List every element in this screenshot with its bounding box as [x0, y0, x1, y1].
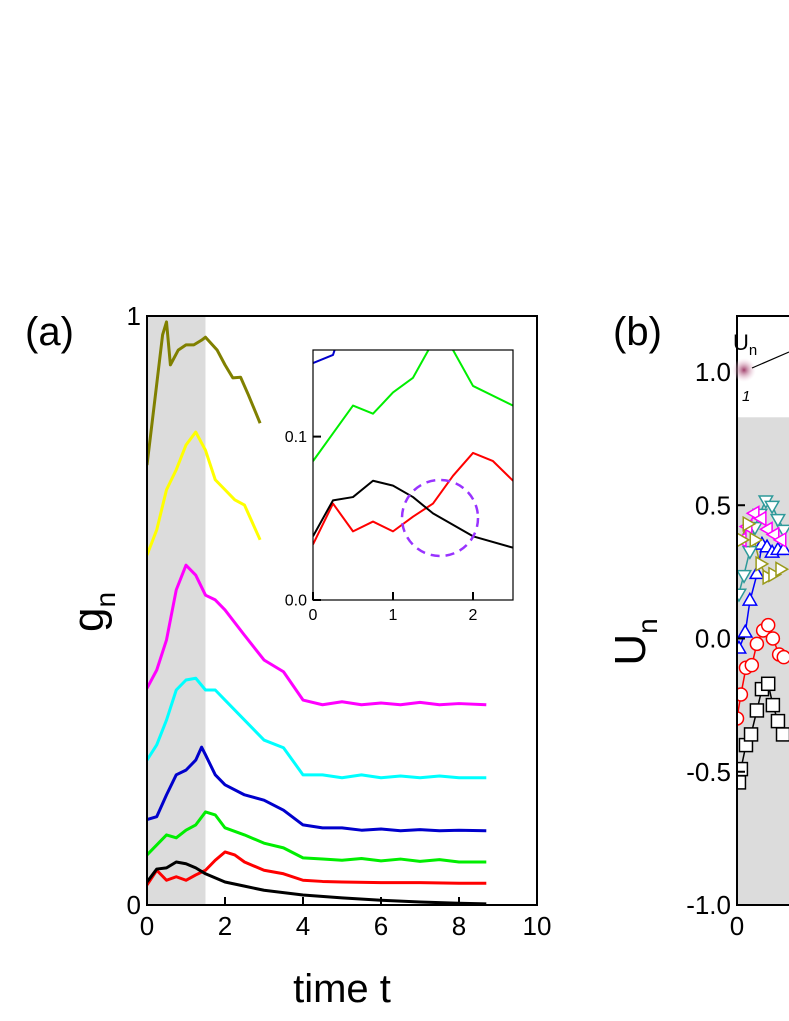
y-axis-label-sub: n — [90, 592, 121, 608]
marker — [749, 703, 765, 718]
x-tick-label: 2 — [218, 911, 232, 941]
marker — [768, 566, 783, 583]
x-tick-label: 4 — [296, 911, 310, 941]
y-tick-label: 0.0 — [285, 593, 307, 610]
marker — [737, 569, 753, 584]
marker — [748, 565, 765, 580]
data-line — [737, 624, 785, 719]
x-tick-label: 2 — [469, 607, 478, 624]
annotation-pointer — [751, 351, 789, 369]
marker — [737, 532, 751, 548]
inset-frame — [312, 349, 514, 601]
annotation-blob — [732, 358, 756, 382]
marker — [737, 711, 745, 726]
annotation-sub: n — [749, 342, 757, 359]
marker — [775, 524, 789, 539]
marker — [775, 561, 789, 578]
panel-label: (b) — [613, 310, 662, 354]
marker — [737, 623, 754, 638]
y-tick-label: 0.5 — [695, 490, 731, 520]
plot-frame — [736, 315, 789, 906]
x-tick-label: 0 — [309, 607, 318, 624]
marker — [760, 676, 776, 692]
x-tick-label: 8 — [452, 911, 466, 941]
y-tick-label: 1 — [127, 301, 141, 331]
data-line — [147, 320, 262, 466]
annotation: Un — [733, 330, 757, 359]
panel-label: (a) — [25, 310, 74, 354]
x-tick-label: 0 — [140, 911, 154, 941]
y-tick-label: 0.1 — [285, 429, 307, 446]
y-tick-label: -1.0 — [686, 890, 731, 920]
marker — [737, 761, 749, 777]
marker — [737, 639, 748, 654]
marker — [745, 505, 760, 522]
highlight-circle — [400, 478, 480, 558]
data-line — [147, 810, 487, 864]
marker — [764, 500, 781, 515]
data-line — [313, 451, 513, 545]
inset-plot-area — [313, 0, 789, 549]
data-line — [147, 563, 487, 707]
annotation-main: U — [733, 330, 749, 355]
y-tick-label: -0.5 — [686, 757, 731, 787]
data-line — [313, 0, 789, 247]
data-line — [147, 850, 487, 886]
marker — [744, 657, 760, 673]
data-line — [147, 430, 262, 556]
y-axis-label-sub: n — [632, 618, 663, 634]
marker — [772, 531, 787, 548]
data-line — [738, 683, 784, 783]
marker — [765, 526, 780, 543]
marker — [737, 775, 747, 790]
x-tick-label: 10 — [523, 911, 552, 941]
marker — [737, 687, 749, 702]
x-axis-label: time t — [293, 967, 391, 1011]
marker — [760, 617, 776, 633]
data-line — [147, 676, 487, 780]
plot-frame — [146, 315, 538, 906]
data-line — [313, 479, 513, 549]
y-tick-label: 1.0 — [695, 357, 731, 387]
y-axis-label-main: U — [606, 634, 655, 666]
y-axis-label: Un — [606, 618, 663, 665]
marker — [749, 636, 765, 652]
x-tick-label: 0 — [730, 911, 744, 941]
data-line — [313, 0, 789, 44]
marker — [770, 713, 786, 729]
annotation: 1 — [742, 388, 750, 405]
plot-area — [147, 320, 487, 905]
marker — [755, 555, 770, 572]
marker — [737, 588, 748, 603]
y-tick-label: 0.0 — [695, 624, 731, 654]
data-line — [313, 350, 513, 462]
marker — [775, 727, 789, 742]
x-tick-label: 1 — [389, 607, 398, 624]
marker — [749, 531, 764, 548]
shaded-region — [147, 316, 206, 905]
data-line — [147, 860, 487, 905]
plot-area — [737, 495, 789, 790]
marker — [752, 510, 767, 527]
marker — [741, 591, 758, 606]
marker — [776, 649, 789, 665]
marker — [775, 541, 789, 556]
y-tick-label: 0 — [127, 890, 141, 920]
marker — [765, 631, 781, 646]
marker — [743, 727, 759, 742]
data-line — [147, 745, 487, 833]
marker — [765, 697, 781, 713]
y-axis-label-main: g — [64, 608, 113, 632]
x-tick-label: 6 — [374, 911, 388, 941]
marker — [769, 513, 787, 528]
inset-background — [313, 350, 513, 600]
y-axis-label: gn — [64, 592, 121, 632]
marker — [742, 515, 757, 532]
